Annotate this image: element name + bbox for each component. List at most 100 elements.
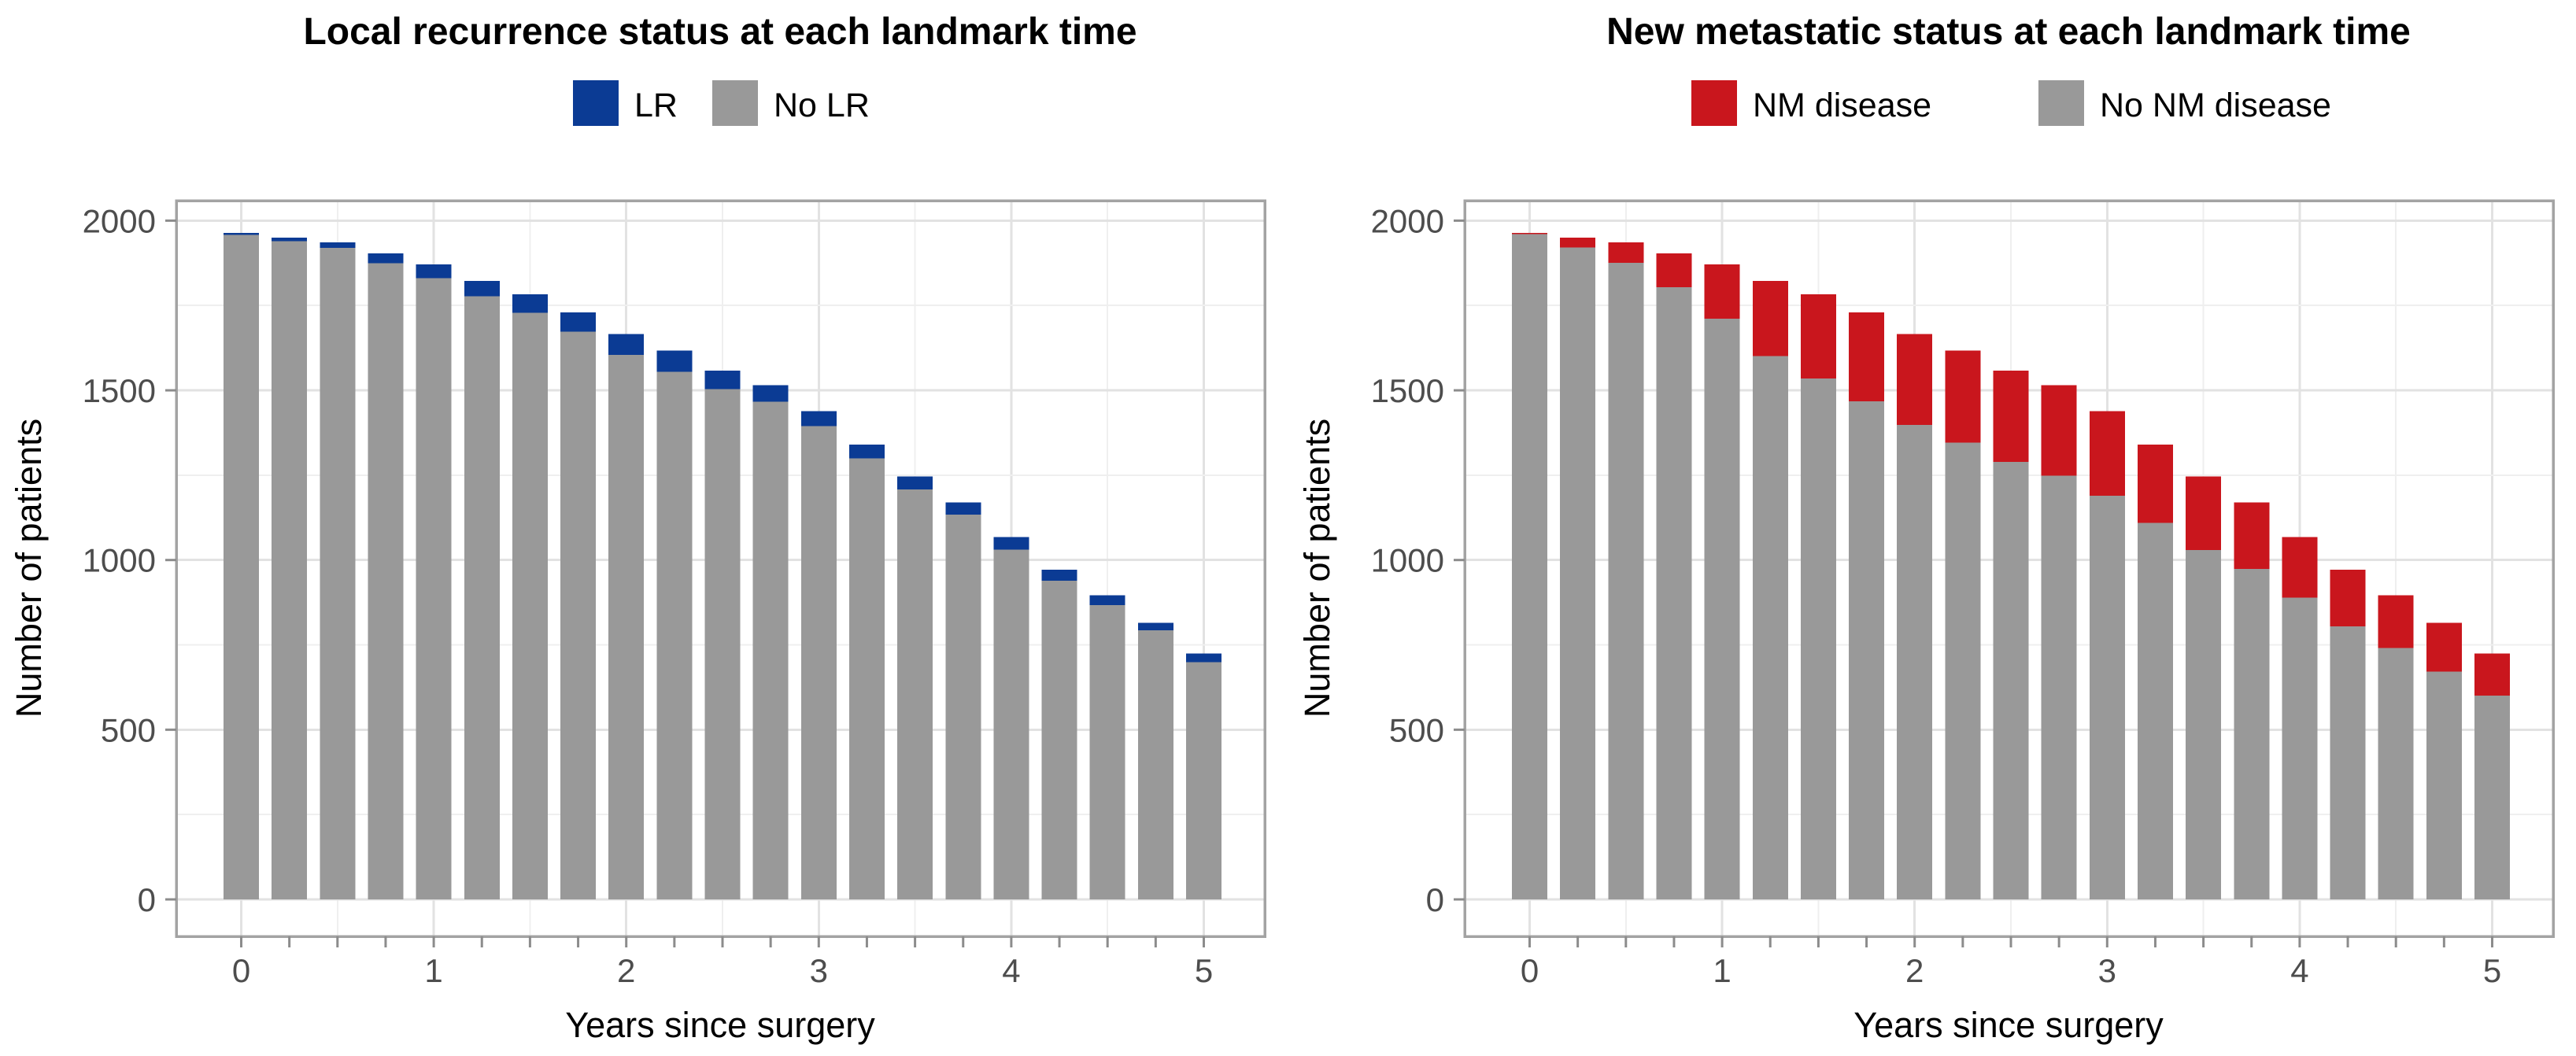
bar-segment-no-lr [656, 371, 693, 899]
x-tick-label: 2 [1905, 952, 1924, 989]
y-tick-label: 2000 [83, 202, 156, 239]
bar-segment-no-lr [560, 331, 597, 900]
x-tick-label: 4 [2290, 952, 2308, 989]
chart-title: New metastatic status at each landmark t… [1606, 11, 2411, 53]
bar-segment-nm-disease [1800, 294, 1836, 378]
x-tick-label: 3 [810, 952, 828, 989]
x-tick-label: 5 [2483, 952, 2501, 989]
bar-segment-nm-disease [1897, 334, 1933, 426]
y-tick-label: 1500 [1371, 372, 1444, 409]
bar-segment-no-lr [800, 426, 837, 899]
plot-area: 0 500 1000 1500 2000 0 1 2 3 4 5 [83, 199, 1266, 989]
bar-segment-lr [320, 242, 356, 248]
y-tick-label: 1500 [83, 372, 156, 409]
bar-segment-lr [704, 371, 741, 390]
bar-segment-nm-disease [2282, 537, 2318, 598]
bar-segment-nm-disease [1849, 312, 1885, 401]
x-tick-label: 4 [1002, 952, 1020, 989]
bar-segment-no-nm-disease [2474, 695, 2510, 899]
legend-swatch-no-lr [712, 80, 758, 126]
x-axis-title: Years since surgery [1853, 1005, 2164, 1045]
bar-segment-nm-disease [1656, 253, 1692, 287]
bar-segment-no-nm-disease [2186, 549, 2222, 899]
chart-new-metastatic: New metastatic status at each landmark t… [1288, 0, 2576, 1056]
bar-segment-no-nm-disease [1704, 319, 1740, 900]
bar-segment-no-nm-disease [1656, 286, 1692, 899]
bar-segment-nm-disease [2474, 653, 2510, 696]
bar-segment-lr [560, 312, 597, 332]
bar-segment-no-lr [272, 241, 308, 899]
bar-segment-lr [848, 445, 885, 459]
bar-segment-nm-disease [2089, 411, 2125, 497]
bar-segment-no-lr [1186, 662, 1221, 899]
y-tick-label: 0 [1426, 881, 1444, 918]
y-tick-label: 2000 [1371, 202, 1444, 239]
bar-segment-lr [1186, 653, 1221, 663]
bar-segment-no-nm-disease [1993, 462, 2029, 899]
x-tick-label: 1 [424, 952, 442, 989]
x-axis-title: Years since surgery [565, 1005, 875, 1045]
bar-segment-lr [416, 264, 452, 279]
bar-segment-nm-disease [2186, 476, 2222, 550]
bar-segment-no-lr [608, 354, 645, 899]
bar-segment-no-lr [1137, 630, 1173, 899]
bar-segment-lr [945, 502, 981, 515]
bar-segment-no-lr [1089, 605, 1125, 899]
chart-local-recurrence: Local recurrence status at each landmark… [9, 11, 1266, 1045]
bar-segment-nm-disease [2330, 569, 2366, 626]
bar-segment-nm-disease [1993, 371, 2029, 463]
bar-segment-no-nm-disease [1945, 442, 1981, 899]
chart-local-recurrence-svg: Local recurrence status at each landmark… [9, 11, 1266, 1045]
y-tick-label: 1000 [83, 542, 156, 579]
bar-segment-no-lr [945, 514, 981, 899]
y-axis-title: Number of patients [9, 419, 49, 718]
y-axis-title: Number of patients [1297, 419, 1337, 718]
panel-border [175, 199, 1266, 938]
plot-area: 0 500 1000 1500 2000 0 1 2 3 4 5 [1371, 199, 2555, 989]
bar-segment-lr [464, 281, 500, 297]
bar-segment-no-nm-disease [2137, 522, 2173, 899]
legend-swatch-nm [1691, 80, 1737, 126]
bar-segment-lr [1041, 569, 1077, 582]
bar-segment-no-lr [1041, 581, 1077, 899]
chart-title: Local recurrence status at each landmark… [303, 11, 1136, 53]
bar-segment-lr [512, 294, 548, 313]
x-tick-label: 2 [617, 952, 635, 989]
bar-segment-lr [368, 253, 404, 264]
bar-segment-no-nm-disease [1897, 425, 1933, 899]
legend-label-nm: NM disease [1753, 87, 1931, 124]
panel-border [1463, 199, 2555, 938]
bar-segment-nm-disease [1945, 350, 1981, 443]
legend-swatch-no-nm [2038, 80, 2084, 126]
bar-segment-no-nm-disease [1849, 401, 1885, 900]
bar-segment-no-nm-disease [1560, 247, 1596, 900]
bar-segment-no-lr [512, 312, 548, 899]
bar-segment-nm-disease [1608, 242, 1644, 263]
bar-segment-no-nm-disease [1512, 234, 1547, 900]
bar-segment-lr [1137, 622, 1173, 630]
legend: LR No LR [573, 80, 870, 126]
bar-segment-no-lr [320, 247, 356, 899]
legend-label-no-nm: No NM disease [2100, 87, 2331, 124]
bar-segment-lr [608, 334, 645, 355]
bar-segment-lr [993, 537, 1029, 550]
x-tick-label: 1 [1713, 952, 1731, 989]
bar-segment-no-lr [993, 549, 1029, 899]
bar-segment-no-nm-disease [2378, 648, 2414, 899]
bar-segment-lr [272, 237, 308, 242]
bar-segment-no-lr [224, 234, 259, 899]
bar-segment-nm-disease [2426, 622, 2462, 672]
bar-segment-no-nm-disease [1800, 378, 1836, 900]
bar-segment-no-nm-disease [1608, 262, 1644, 899]
legend-swatch-lr [573, 80, 619, 126]
bar-segment-nm-disease [1512, 232, 1547, 234]
bar-segment-nm-disease [1752, 281, 1788, 356]
x-tick-label: 0 [232, 952, 250, 989]
bar-segment-no-nm-disease [2330, 626, 2366, 899]
legend: NM disease No NM disease [1691, 80, 2331, 126]
bar-segment-no-nm-disease [2282, 597, 2318, 899]
bar-segment-lr [1089, 595, 1125, 606]
bar-segment-nm-disease [1560, 237, 1596, 248]
bar-segment-lr [224, 232, 259, 235]
legend-label-lr: LR [634, 87, 678, 124]
